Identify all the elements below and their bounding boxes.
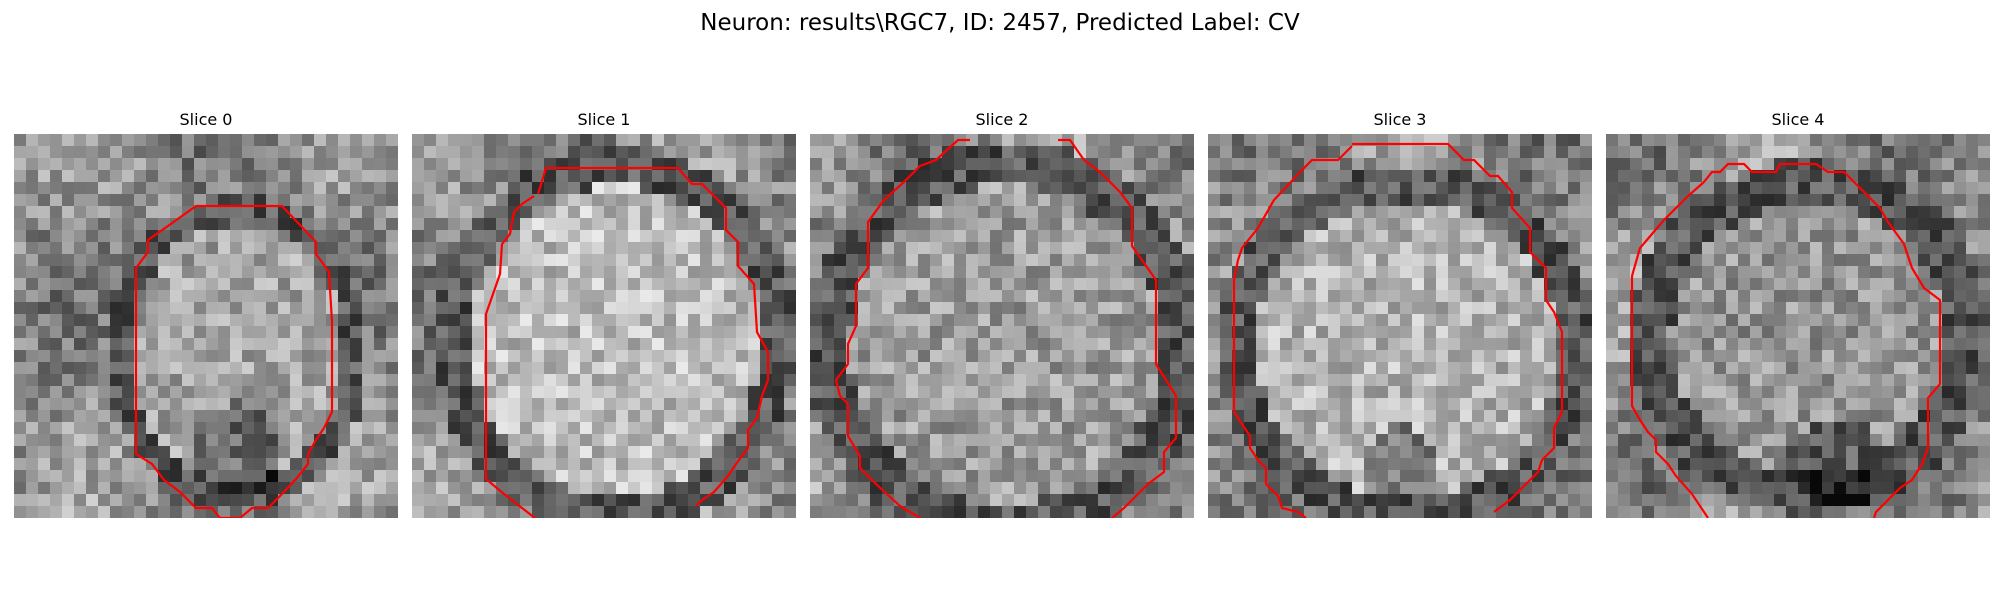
slice-panel-0: Slice 0 <box>14 110 398 518</box>
slice-title-1: Slice 1 <box>577 110 631 129</box>
figure-title: Neuron: results\RGC7, ID: 2457, Predicte… <box>700 10 1300 36</box>
cell-contour-2 <box>834 138 1178 518</box>
slice-panel-1: Slice 1 <box>412 110 796 518</box>
cell-contour-1 <box>484 166 770 518</box>
pixel-grid-1 <box>412 134 796 518</box>
pixel-grid-4 <box>1606 134 1990 518</box>
slice-panel-4: Slice 4 <box>1606 110 1990 518</box>
slice-panel-3: Slice 3 <box>1208 110 1592 518</box>
pixel-grid-0 <box>14 134 398 518</box>
slice-image-0 <box>14 134 398 518</box>
pixel-grid-3 <box>1208 134 1592 518</box>
cell-contour-3 <box>1232 142 1564 518</box>
slice-panel-2: Slice 2 <box>810 110 1194 518</box>
slice-image-2 <box>810 134 1194 518</box>
slice-image-4 <box>1606 134 1990 518</box>
slice-image-1 <box>412 134 796 518</box>
slice-image-3 <box>1208 134 1592 518</box>
cell-contour-4 <box>1630 162 1942 518</box>
slice-title-2: Slice 2 <box>975 110 1029 129</box>
slice-title-4: Slice 4 <box>1771 110 1825 129</box>
pixel-grid-2 <box>810 134 1194 518</box>
cell-contour-0 <box>134 204 334 518</box>
slice-title-3: Slice 3 <box>1373 110 1427 129</box>
slice-title-0: Slice 0 <box>179 110 233 129</box>
